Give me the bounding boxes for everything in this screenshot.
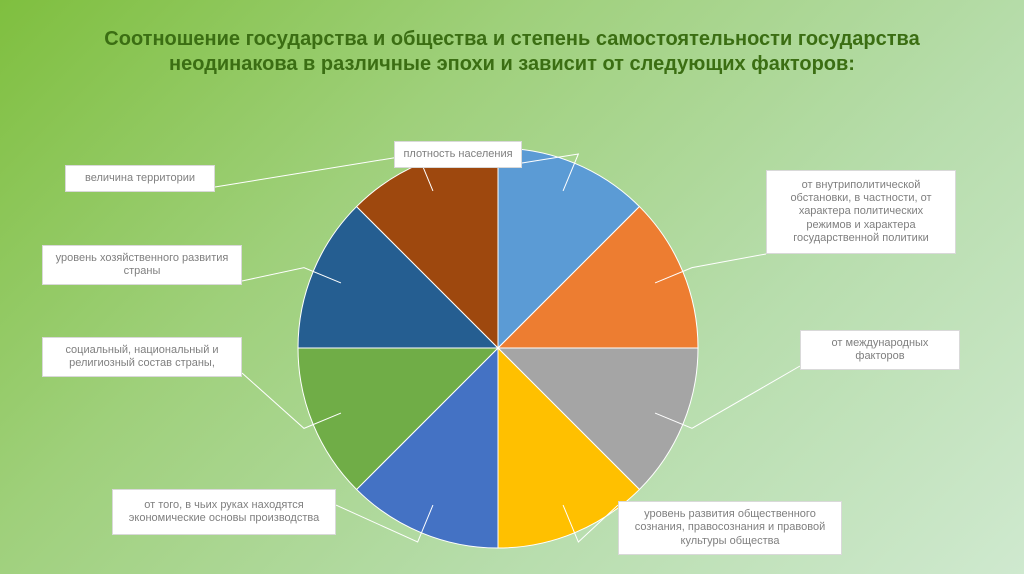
chart-label: уровень хозяйственного развития страны [42, 245, 242, 285]
pie-chart [296, 146, 700, 550]
chart-label: от того, в чьих руках находятся экономич… [112, 489, 336, 535]
chart-label: от внутриполитической обстановки, в част… [766, 170, 956, 254]
chart-label-text: уровень развития общественного сознания,… [627, 508, 833, 548]
chart-label: плотность населения [394, 141, 522, 168]
chart-label: от международных факторов [800, 330, 960, 370]
chart-label-text: плотность населения [403, 148, 512, 161]
chart-label-text: от международных факторов [809, 337, 951, 363]
slide-canvas: { "background": { "gradient_stops": ["#7… [0, 0, 1024, 574]
chart-label: социальный, национальный и религиозный с… [42, 337, 242, 377]
chart-label-text: величина территории [85, 172, 195, 185]
chart-label-text: от внутриполитической обстановки, в част… [775, 179, 947, 245]
chart-label-text: от того, в чьих руках находятся экономич… [121, 499, 327, 525]
chart-label-text: социальный, национальный и религиозный с… [51, 344, 233, 370]
chart-label-text: уровень хозяйственного развития страны [51, 252, 233, 278]
chart-label: величина территории [65, 165, 215, 192]
chart-label: уровень развития общественного сознания,… [618, 501, 842, 555]
page-title: Соотношение государства и общества и сте… [60, 27, 964, 77]
